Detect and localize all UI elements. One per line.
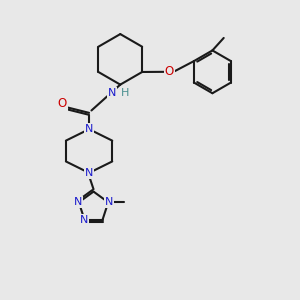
Text: N: N	[74, 197, 82, 207]
Text: O: O	[165, 65, 174, 78]
Text: N: N	[80, 214, 88, 225]
Text: N: N	[108, 88, 116, 98]
Text: H: H	[120, 88, 129, 98]
Text: N: N	[85, 168, 93, 178]
Text: O: O	[58, 98, 67, 110]
Text: N: N	[105, 197, 113, 207]
Text: N: N	[85, 124, 93, 134]
